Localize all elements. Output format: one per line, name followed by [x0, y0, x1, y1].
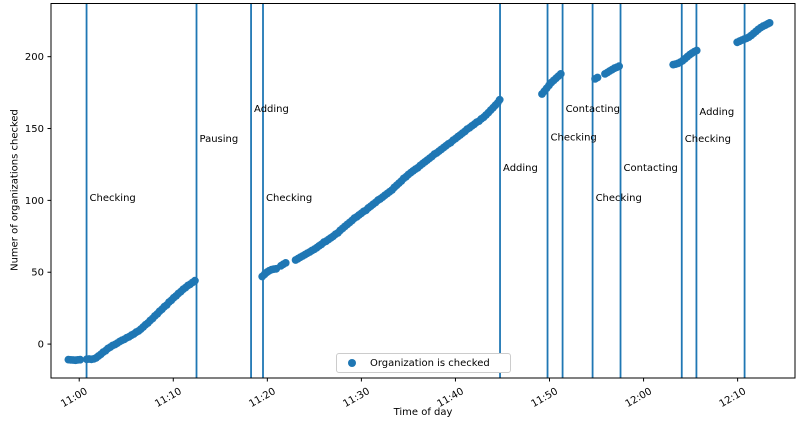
- x-tick-label: 12:00: [624, 386, 654, 410]
- event-label: Adding: [503, 163, 538, 174]
- x-tick-label: 11:50: [530, 386, 560, 410]
- y-tick-label: 50: [31, 268, 44, 279]
- event-label: Checking: [685, 134, 731, 145]
- scatter-point: [281, 259, 290, 267]
- event-label: Checking: [90, 193, 136, 204]
- scatter-point: [495, 95, 504, 104]
- scatter-point: [556, 70, 565, 78]
- axes-spines: [50, 3, 796, 379]
- event-label: Adding: [699, 107, 734, 118]
- x-tick-label: 11:10: [153, 386, 183, 410]
- scatter-point: [692, 46, 701, 55]
- y-tick-label: 0: [38, 340, 44, 351]
- legend-marker-icon: [348, 359, 356, 367]
- event-label: Checking: [551, 133, 597, 144]
- legend-label: Organization is checked: [370, 357, 490, 369]
- event-label: Checking: [266, 193, 312, 204]
- scatter-point: [615, 62, 623, 71]
- x-tick-label: 11:00: [59, 386, 89, 410]
- y-tick-label: 150: [25, 124, 44, 135]
- scatter-point: [593, 73, 602, 82]
- legend: Organization is checked: [336, 353, 511, 373]
- scatter-point: [191, 276, 199, 285]
- x-tick-label: 11:30: [341, 386, 371, 410]
- x-tick-label: 11:20: [247, 386, 277, 410]
- x-tick-label: 12:10: [718, 386, 748, 410]
- event-label: Contacting: [624, 163, 678, 174]
- event-label: Adding: [254, 104, 289, 115]
- y-tick-label: 100: [25, 196, 44, 207]
- x-axis-label: Time of day: [393, 407, 453, 418]
- event-label: Contacting: [566, 104, 620, 115]
- scatter-point: [76, 355, 85, 364]
- scatter-point: [765, 19, 774, 27]
- event-label: Checking: [596, 193, 642, 204]
- y-axis-label: Numer of organizations checked: [9, 109, 21, 271]
- event-label: Pausing: [200, 134, 239, 145]
- y-tick-label: 200: [25, 52, 44, 63]
